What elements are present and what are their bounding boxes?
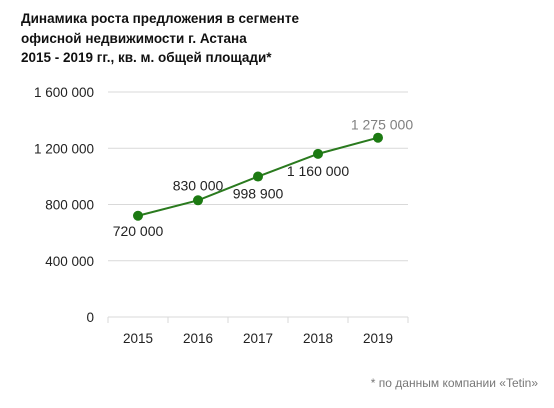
data-label: 720 000 <box>113 223 164 239</box>
chart-title-line-2: офисной недвижимости г. Астана <box>21 30 247 46</box>
data-point <box>313 148 323 159</box>
x-tick-label: 2019 <box>363 331 393 346</box>
chart-title-line-3: 2015 - 2019 гг., кв. м. общей площади* <box>21 50 272 65</box>
x-tick-label: 2017 <box>243 331 273 346</box>
data-point <box>133 210 143 221</box>
data-point <box>373 132 383 143</box>
data-label: 830 000 <box>173 177 224 193</box>
chart-title: Динамика роста предложения в сегменте оф… <box>21 9 541 68</box>
y-tick-label: 0 <box>86 310 94 325</box>
source-footnote: * по данным компании «Tetin» <box>370 376 538 390</box>
x-tick-label: 2016 <box>183 331 213 346</box>
chart-title-line-1: Динамика роста предложения в сегменте <box>21 11 299 26</box>
data-label: 1 275 000 <box>351 117 413 133</box>
data-point <box>193 195 203 206</box>
y-tick-label: 1 600 000 <box>34 85 94 100</box>
y-tick-label: 800 000 <box>45 198 94 213</box>
y-axis-labels: 0 400 000 800 000 1 200 000 1 600 000 <box>34 85 94 325</box>
x-tick-label: 2015 <box>123 331 153 346</box>
data-label: 998 900 <box>233 186 284 202</box>
x-axis: 2015 2016 2017 2018 2019 <box>107 316 409 346</box>
data-point <box>253 171 263 182</box>
gridlines <box>108 91 408 262</box>
data-label: 1 160 000 <box>287 163 349 179</box>
y-tick-label: 400 000 <box>45 254 94 269</box>
series-line-group <box>133 132 383 221</box>
y-tick-label: 1 200 000 <box>34 141 94 156</box>
x-tick-label: 2018 <box>303 331 333 346</box>
